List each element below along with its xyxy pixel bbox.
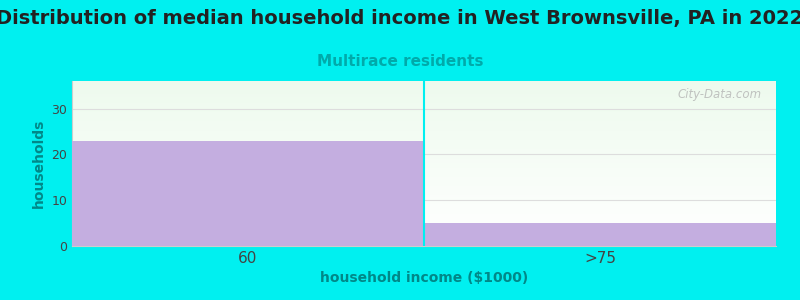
Text: Multirace residents: Multirace residents — [317, 54, 483, 69]
X-axis label: household income ($1000): household income ($1000) — [320, 272, 528, 285]
Y-axis label: households: households — [32, 119, 46, 208]
Text: Distribution of median household income in West Brownsville, PA in 2022: Distribution of median household income … — [0, 9, 800, 28]
Text: City-Data.com: City-Data.com — [678, 88, 762, 100]
